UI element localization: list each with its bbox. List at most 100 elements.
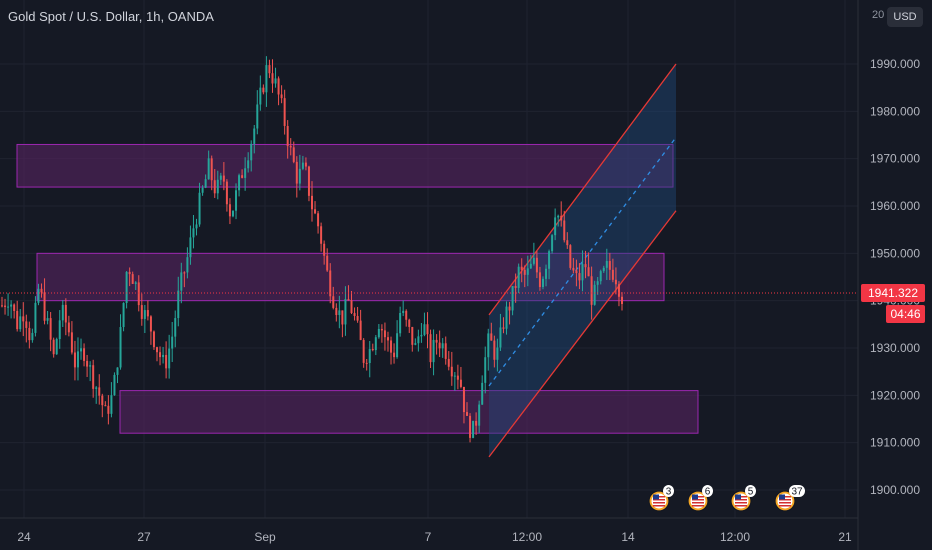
price-tick-label: 1920.000 <box>870 388 920 402</box>
candle-body <box>411 326 414 345</box>
channel-upper-line[interactable] <box>488 63 677 316</box>
candle-body <box>466 412 468 416</box>
candle-body <box>98 387 101 396</box>
candle-body <box>271 73 274 84</box>
candle-body <box>414 343 417 345</box>
candle-body <box>386 337 389 341</box>
candle-body <box>67 322 70 333</box>
candle-body <box>602 267 605 272</box>
candle-body <box>399 312 402 334</box>
candle-body <box>152 331 155 348</box>
candle-body <box>371 348 374 351</box>
candle-body <box>532 257 535 264</box>
channel-lower-line[interactable] <box>488 210 677 458</box>
us-flag-event-icon[interactable]: 3 <box>648 485 674 512</box>
candle-body <box>332 296 335 308</box>
event-markers: 3 6 5 37 <box>648 485 805 512</box>
candle-body <box>283 98 286 126</box>
candle-body <box>587 267 590 277</box>
candle-body <box>469 415 472 438</box>
candle-body <box>137 282 140 306</box>
candle-body <box>314 209 317 214</box>
candle-body <box>180 272 183 291</box>
candle-body <box>55 339 58 355</box>
candle-body <box>508 306 511 311</box>
candle-body <box>25 321 28 328</box>
candle-body <box>231 210 234 217</box>
candle-body <box>125 271 128 304</box>
candle-body <box>526 268 529 275</box>
candle-body <box>280 94 283 99</box>
price-tick-label: 1960.000 <box>870 199 920 213</box>
candle-body <box>554 217 557 236</box>
candle-body <box>119 327 122 368</box>
candle-body <box>7 306 10 308</box>
time-axis: 24 27 Sep 7 12:00 14 12:00 21 <box>17 530 852 544</box>
price-zone[interactable] <box>16 143 674 188</box>
candle-body <box>472 420 475 438</box>
candle-body <box>557 215 560 218</box>
candle-body <box>16 310 19 330</box>
candle-body <box>517 266 520 288</box>
candle-body <box>22 316 25 322</box>
candle-body <box>268 65 271 74</box>
candle-body <box>13 304 16 311</box>
candle-body <box>162 354 165 358</box>
candle-body <box>204 179 207 188</box>
candle-body <box>481 382 484 405</box>
candle-body <box>86 360 89 367</box>
candle-body <box>183 272 186 274</box>
candle-body <box>405 310 408 320</box>
us-flag-event-icon[interactable]: 6 <box>687 485 713 512</box>
candle-body <box>61 304 64 321</box>
candle-body <box>499 327 502 348</box>
candle-body <box>277 78 280 95</box>
candle-body <box>80 348 83 352</box>
candle-body <box>462 386 465 413</box>
price-tick-label: 1990.000 <box>870 57 920 71</box>
candle-body <box>584 264 587 268</box>
candle-body <box>617 284 620 297</box>
last-price-label: 1941.322 <box>868 286 918 300</box>
time-tick-label: 24 <box>17 530 31 544</box>
candle-body <box>377 328 380 338</box>
price-tick-label: 1910.000 <box>870 436 920 450</box>
price-zone[interactable] <box>119 390 699 434</box>
candle-body <box>70 332 73 353</box>
candle-body <box>128 271 131 275</box>
time-tick-label: Sep <box>254 530 276 544</box>
candle-body <box>575 270 578 274</box>
candle-body <box>289 146 292 148</box>
candle-body <box>317 213 320 227</box>
candle-body <box>95 387 98 389</box>
currency-button[interactable]: USD <box>887 7 923 27</box>
candle-body <box>596 281 599 285</box>
candle-body <box>548 251 551 269</box>
candle-body <box>593 284 596 305</box>
candle-body <box>435 339 438 343</box>
time-tick-label: 7 <box>425 530 432 544</box>
candle-body <box>292 147 295 162</box>
candle-body <box>207 158 210 180</box>
candle-body <box>301 162 304 169</box>
us-flag-event-icon[interactable]: 37 <box>774 485 805 512</box>
candle-body <box>256 104 259 129</box>
candle-body <box>134 282 137 284</box>
candle-body <box>31 332 34 341</box>
candle-body <box>566 240 569 246</box>
candle-body <box>487 333 490 358</box>
candle-body <box>76 351 79 368</box>
candle-body <box>338 310 341 316</box>
candle-body <box>329 270 332 297</box>
candle-body <box>140 305 143 319</box>
candle-body <box>146 310 149 317</box>
time-tick-label: 12:00 <box>720 530 750 544</box>
candle-body <box>396 333 399 358</box>
event-count-label: 5 <box>748 487 754 498</box>
candle-body <box>52 339 55 355</box>
symbol-title: Gold Spot / U.S. Dollar, 1h, OANDA <box>8 9 214 24</box>
candle-body <box>198 192 201 225</box>
us-flag-event-icon[interactable]: 5 <box>730 485 756 512</box>
candle-body <box>323 243 326 256</box>
